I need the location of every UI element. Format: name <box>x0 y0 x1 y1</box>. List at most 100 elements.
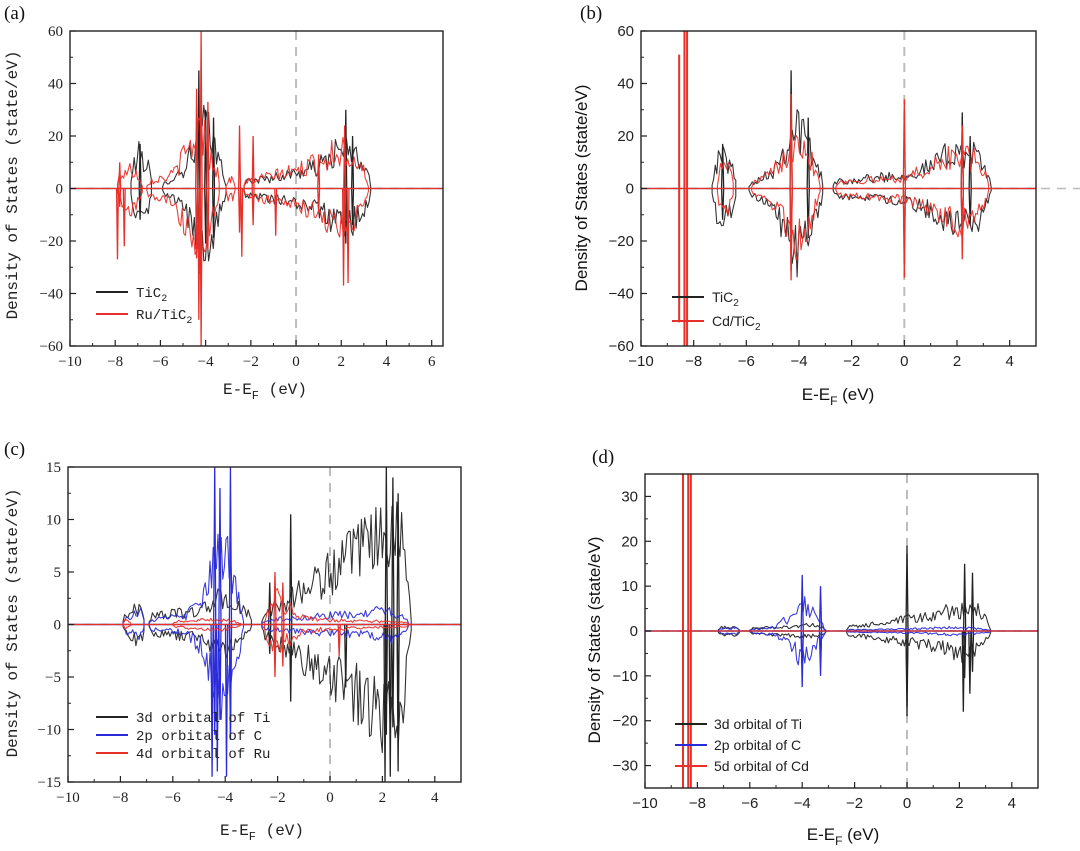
dos-peak-down <box>197 188 201 320</box>
x-tick-label: −4 <box>790 353 807 370</box>
dos-peak-down <box>383 624 387 782</box>
dos-peak-down <box>902 188 907 278</box>
dos-peak <box>317 154 321 213</box>
x-tick-label: −10 <box>632 795 657 812</box>
x-tick-label: −8 <box>689 795 706 812</box>
dos-peak-down <box>341 188 346 286</box>
dos-peak-down <box>960 188 964 260</box>
dos-peak-down <box>388 624 392 777</box>
panel-d-xlabel: E-EF (eV) <box>807 825 880 848</box>
x-tick-label: −4 <box>794 795 811 812</box>
x-tick-label: 0 <box>900 353 908 370</box>
x-tick-label: 0 <box>903 795 911 812</box>
x-tick-label: −10 <box>628 353 653 370</box>
dos-peak-down <box>228 624 233 741</box>
dos-peak-down <box>905 630 909 717</box>
panel-c-xlabel-sub: F <box>249 830 256 844</box>
x-tick-label: −8 <box>107 354 123 370</box>
spin-up-curve <box>716 135 990 189</box>
y-tick-label: 20 <box>621 533 638 550</box>
dos-peak <box>204 109 208 244</box>
y-tick-label: 20 <box>48 129 63 145</box>
x-tick-label: −6 <box>165 790 181 806</box>
legend-b-cd-sub: 2 <box>755 322 761 333</box>
x-tick-label: 2 <box>955 795 963 812</box>
y-tick-label: −20 <box>40 234 63 250</box>
panel-b-xlabel: E-EF (eV) <box>802 385 875 408</box>
legend-c-ti-label: 3d orbital of Ti <box>136 711 270 727</box>
panel-d-xlabel-main: E-E <box>807 825 835 844</box>
y-tick-label: 0 <box>56 182 64 198</box>
legend-d-c-label: 2p orbital of C <box>714 737 801 753</box>
x-tick-label: −4 <box>198 354 214 370</box>
legend-a-tic2-sub: 2 <box>161 294 167 305</box>
panel-a-xlabel-tail: (eV) <box>259 381 307 399</box>
legend-d-cd-label: 5d orbital of Cd <box>714 758 809 774</box>
dos-peak-down <box>396 624 400 772</box>
series-b-1 <box>641 31 1036 346</box>
spin-up-curve <box>122 501 412 625</box>
spin-up-curve <box>122 587 410 625</box>
y-tick-label: 10 <box>46 513 61 529</box>
panel-c-ylabel: Density of States (state/eV) <box>4 489 22 758</box>
dos-peak <box>213 467 217 735</box>
dos-peak <box>118 162 122 207</box>
plot-data-b <box>641 31 1036 346</box>
y-tick-label: 0 <box>54 618 62 634</box>
panel-c-xlabel-main: E-E <box>220 822 249 840</box>
plot-data-d <box>645 474 1038 788</box>
x-tick-label: −2 <box>243 354 259 370</box>
panel-a-xlabel-main: E-E <box>223 381 252 399</box>
spin-up-curve <box>122 533 410 625</box>
series-d-2 <box>645 474 1038 788</box>
x-tick-label: −6 <box>741 795 758 812</box>
dos-peak <box>968 135 972 226</box>
legend-b-cd-label: Cd/TiC2 <box>712 313 761 333</box>
dos-peak-down <box>789 188 793 281</box>
panel-c-xlabel: E-EF (eV) <box>220 822 304 844</box>
legend-d-ti-label: 3d orbital of Ti <box>714 716 802 732</box>
panel-c-legend: 3d orbital of Ti 2p orbital of C 4d orbi… <box>96 711 270 763</box>
dos-peak-down <box>115 188 120 260</box>
panel-b-ylabel: Density of States (state/eV) <box>572 85 591 292</box>
panel-a-xlabel-sub: F <box>252 389 259 403</box>
panel-a-legend: TiC2 Ru/TiC2 <box>96 286 192 327</box>
y-tick-label: −30 <box>613 758 638 775</box>
spin-down-curve <box>122 624 410 721</box>
legend-b-tic2-main: TiC <box>712 289 733 305</box>
dos-peak-down <box>281 624 285 667</box>
x-tick-label: 4 <box>383 354 391 370</box>
x-tick-label: 2 <box>379 790 387 806</box>
dos-peak-down <box>240 188 244 257</box>
legend-a-ru-main: Ru/TiC <box>136 308 186 324</box>
y-tick-label: 20 <box>617 128 634 145</box>
panel-c-xlabel-tail: (eV) <box>256 822 304 840</box>
y-tick-label: 30 <box>621 488 638 505</box>
x-tick-label: −4 <box>217 790 233 806</box>
legend-b-tic2-sub: 2 <box>733 298 739 309</box>
spin-up-curve <box>116 117 369 189</box>
x-tick-label: −6 <box>738 353 755 370</box>
panel-d-legend: 3d orbital of Ti 2p orbital of C 5d orbi… <box>675 716 809 774</box>
series-b-0 <box>641 70 1036 278</box>
y-tick-label: −40 <box>609 286 634 303</box>
x-tick-label: 0 <box>292 354 300 370</box>
panel-d-xlabel-tail: (eV) <box>842 825 879 844</box>
x-tick-label: −8 <box>685 353 702 370</box>
panel-d-xlabel-sub: F <box>835 834 842 848</box>
y-tick-label: −10 <box>613 668 638 685</box>
x-tick-label: 6 <box>428 354 436 370</box>
x-tick-label: −2 <box>846 795 863 812</box>
x-tick-label: −2 <box>843 353 860 370</box>
x-tick-label: −10 <box>56 790 79 806</box>
x-tick-label: −6 <box>152 354 168 370</box>
panel-d-letter: (d) <box>592 447 614 468</box>
panel-b-xlabel-sub: F <box>830 394 837 408</box>
dos-peak-down <box>274 188 278 236</box>
